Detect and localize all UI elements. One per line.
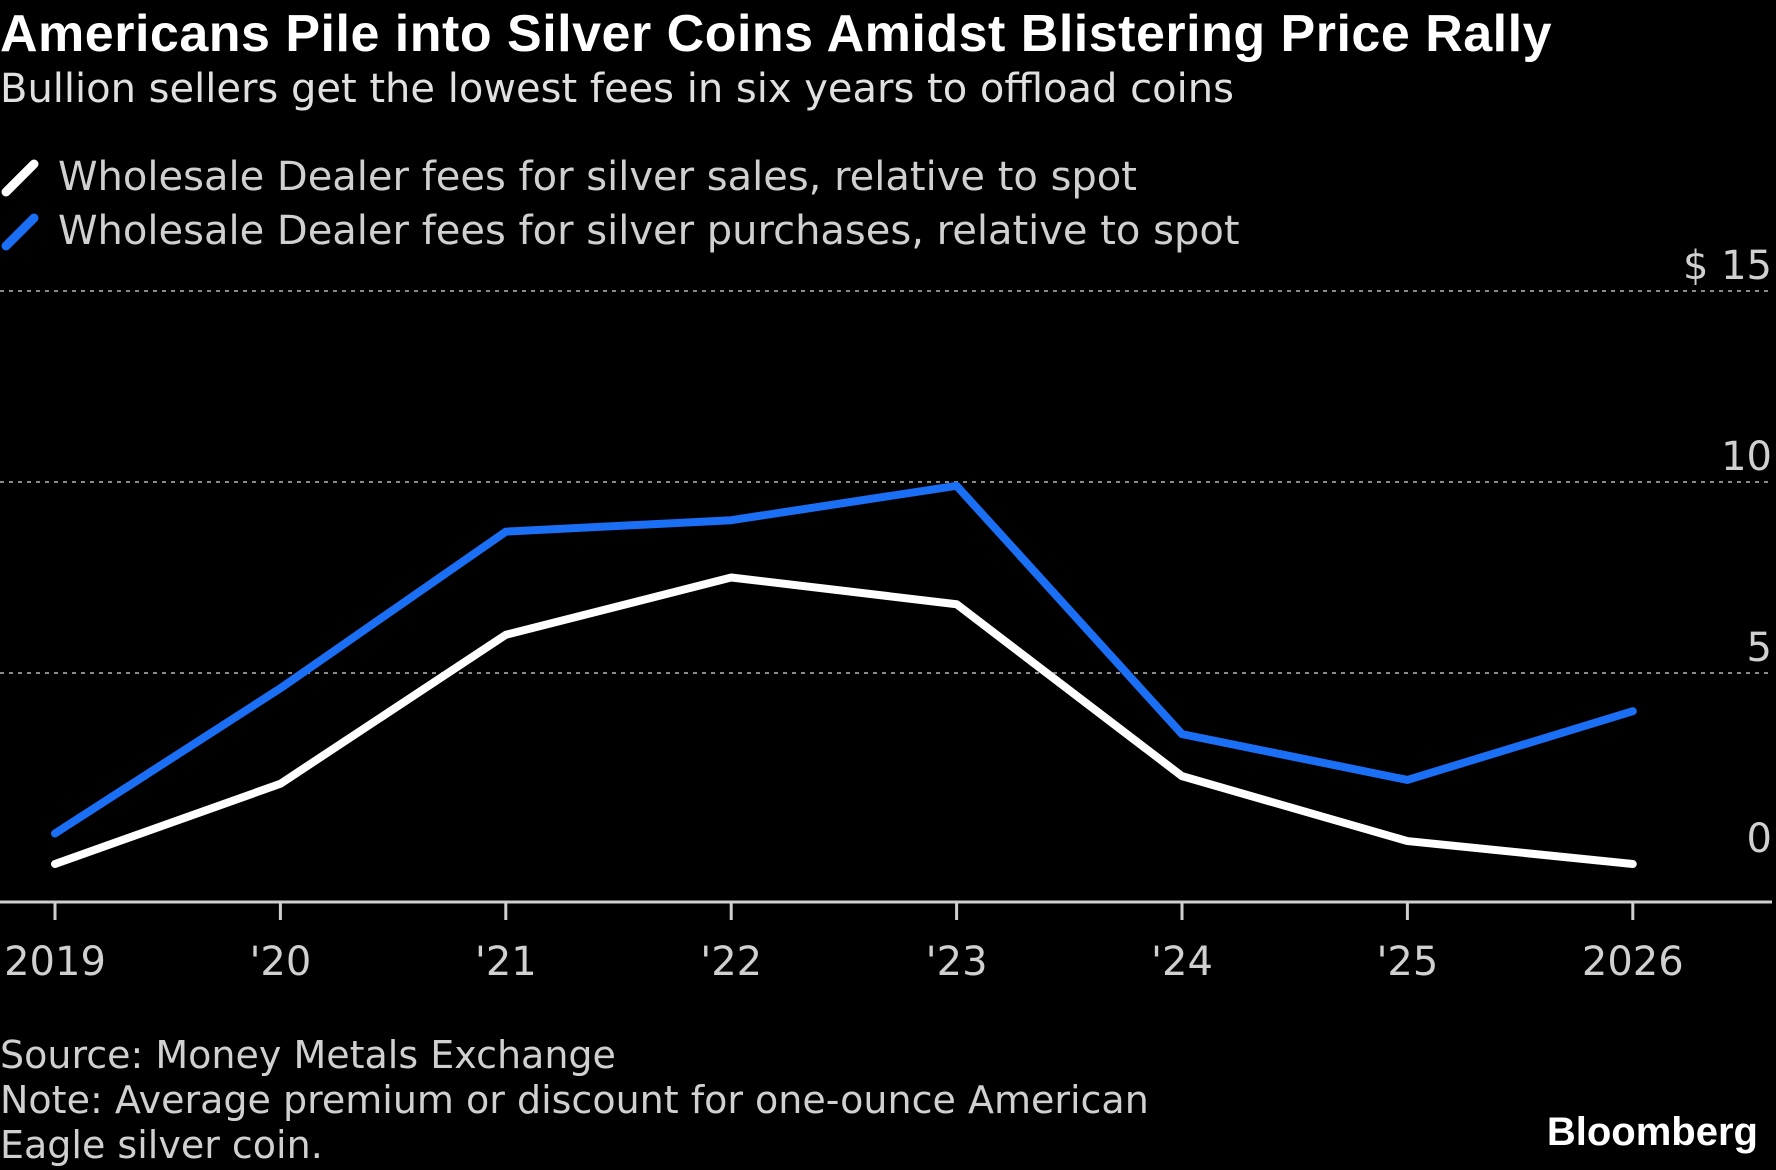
legend-item-sales: Wholesale Dealer fees for silver sales, … — [0, 152, 1137, 202]
x-tick-label: '24 — [1151, 939, 1213, 985]
y-tick-label: 10 — [1721, 434, 1772, 480]
y-tick-label: $ 15 — [1683, 243, 1772, 289]
chart-subtitle: Bullion sellers get the lowest fees in s… — [0, 66, 1234, 112]
series-line-sales — [51, 573, 1637, 868]
legend-label-sales: Wholesale Dealer fees for silver sales, … — [58, 154, 1137, 200]
y-tick-label: 0 — [1747, 816, 1772, 862]
legend-swatch-sales — [1, 159, 39, 197]
chart-title: Americans Pile into Silver Coins Amidst … — [0, 5, 1552, 63]
x-tick-label: '20 — [249, 939, 311, 985]
x-tick-label: 2026 — [1582, 939, 1684, 985]
series-line-purchases — [51, 481, 1637, 838]
legend-label-purchases: Wholesale Dealer fees for silver purchas… — [58, 208, 1240, 254]
x-tick-label: '21 — [475, 939, 537, 985]
footnote: Note: Average premium or discount for on… — [0, 1078, 1149, 1167]
x-tick-label: 2019 — [4, 939, 106, 985]
legend-item-purchases: Wholesale Dealer fees for silver purchas… — [0, 206, 1240, 256]
x-tick-label: '22 — [700, 939, 762, 985]
x-tick-label: '23 — [926, 939, 988, 985]
y-tick-label: 5 — [1747, 625, 1772, 671]
legend-swatch-purchases — [1, 213, 39, 251]
x-tick-label: '25 — [1376, 939, 1438, 985]
source-note: Source: Money Metals Exchange — [0, 1033, 616, 1077]
line-chart: 0 5 10 $ 15 2019 '20 '21 '22 '23 '24 '25 2026 — [0, 243, 1772, 985]
bloomberg-logo: Bloomberg — [1546, 1110, 1758, 1154]
